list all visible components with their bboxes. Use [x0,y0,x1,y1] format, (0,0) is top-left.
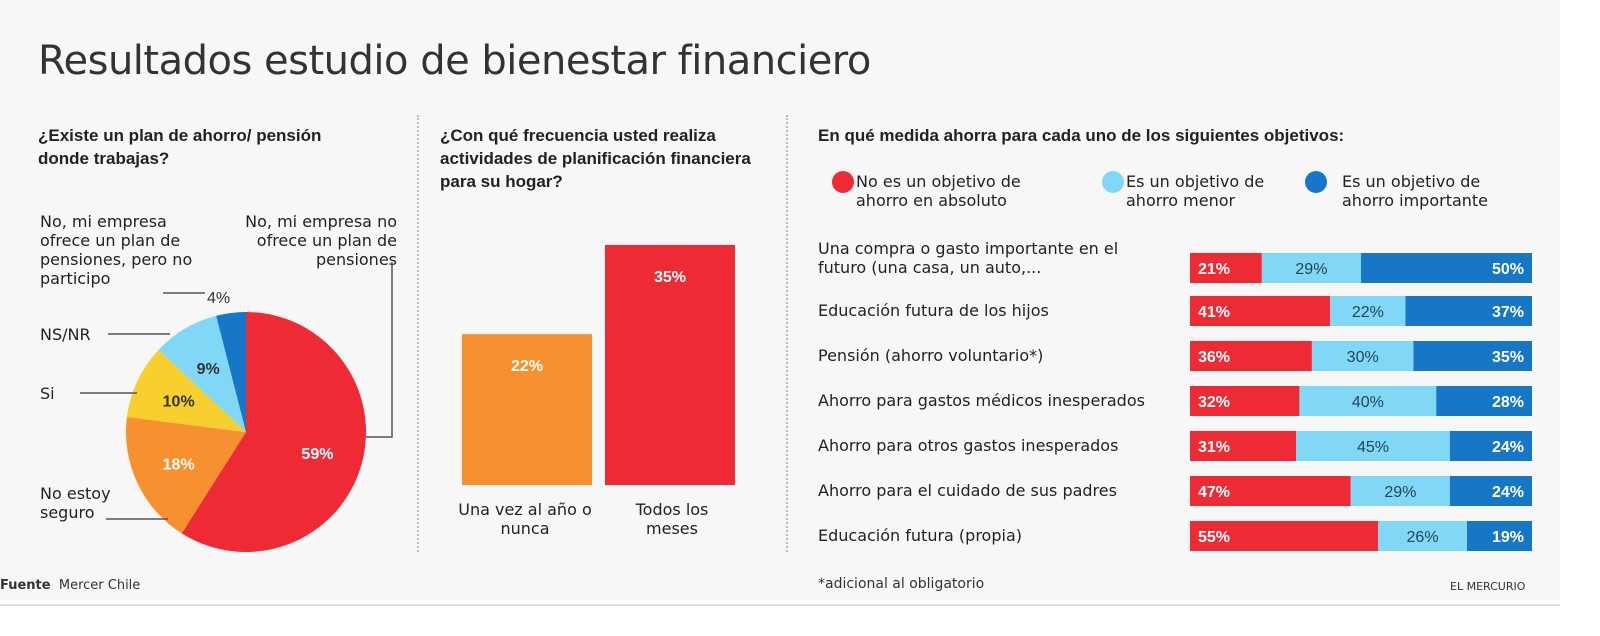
stacked-data-label: 47% [1198,484,1230,501]
stacked-data-label: 40% [1352,394,1384,411]
divider [417,115,419,552]
stacked-segment [1436,386,1532,416]
pie-title: ¿Existe un plan de ahorro/ pensión donde… [38,126,322,168]
stacked-segment [1378,521,1468,551]
pie-slice [126,416,246,534]
bar-category: Una vez al año o nunca [458,500,592,538]
stacked-segment [1449,431,1532,461]
page-title: Resultados estudio de bienestar financie… [38,38,871,84]
row-label: Una compra o gasto importante en el futu… [818,239,1119,277]
stacked-data-label: 36% [1198,349,1230,366]
stacked-data-label: 55% [1198,529,1230,546]
bar-category: Todos los meses [635,500,709,538]
row-label: Ahorro para el cuidado de sus padres [818,481,1117,500]
stacked-data-label: 24% [1492,484,1524,501]
pie-data-label: 59% [301,446,333,463]
stacked-segment [1449,476,1532,506]
row-label: Ahorro para otros gastos inesperados [818,436,1119,455]
legend-item: Es un objetivo de ahorro menor [1126,172,1265,210]
stacked-data-label: 50% [1492,261,1524,278]
stacked-segment [1350,476,1450,506]
pie-label-si: Si [40,384,55,403]
bottom-rule [0,604,1560,606]
stacked-segment [1190,253,1262,283]
pie-data-label: 18% [163,457,195,474]
stacked-segment [1467,521,1532,551]
stacked-data-label: 32% [1198,394,1230,411]
source-label: Fuente [0,578,51,593]
stacked-segment [1190,521,1379,551]
pie-data-label: 10% [163,393,195,410]
stacked-data-label: 37% [1492,304,1524,321]
stacked-data-label: 22% [1352,304,1384,321]
stacked-segment [1330,296,1406,326]
infographic: Resultados estudio de bienestar financie… [0,38,1532,593]
stacked-data-label: 35% [1492,349,1524,366]
legend-dot [1102,171,1124,193]
stacked-segment [1190,341,1312,371]
legend-item: Es un objetivo de ahorro importante [1342,172,1489,210]
pie-slice [216,312,246,432]
row-label: Ahorro para gastos médicos inesperados [818,391,1145,410]
stacked-segment [1311,341,1414,371]
source: Fuente Mercer Chile [0,578,140,593]
pie-data-label: 9% [197,361,220,378]
bar-title: ¿Con qué frecuencia usted realiza activi… [440,126,751,191]
row-label: Pensión (ahorro voluntario*) [818,346,1044,365]
row-label: Educación futura de los hijos [818,301,1049,320]
stacked-data-label: 21% [1198,261,1230,278]
pie-label-no-participo: No, mi empresa ofrece un plan de pension… [40,212,193,288]
pie-slice [126,349,246,432]
stacked-segment [1261,253,1361,283]
stacked-segment [1190,386,1300,416]
stacked-data-label: 31% [1198,439,1230,456]
pie-slice [181,312,367,552]
stacked-data-label: 29% [1384,484,1416,501]
bar-data-label: 35% [654,269,686,286]
pie-label-no-seguro: No estoy seguro [40,484,111,522]
stacked-data-label: 41% [1198,304,1230,321]
bar [462,334,592,485]
stacked-data-label: 24% [1492,439,1524,456]
stacked-data-label: 45% [1357,439,1389,456]
stacked-segment [1190,431,1297,461]
brand: EL MERCURIO [1450,580,1526,593]
stacked-data-label: 26% [1407,529,1439,546]
stacked-segment [1299,386,1437,416]
stacked-segment [1190,476,1351,506]
chart-canvas: 59% 18% 10%9% 4% 22% 35% 21% 29% 50% 41% 22% 37% 36%… [80,171,1532,552]
legend-dot [1305,171,1327,193]
pie-data-label: 4% [207,290,230,307]
legend-item: No es un objetivo de ahorro en absoluto [856,172,1021,210]
row-label: Educación futura (propia) [818,526,1022,545]
stacked-segment [1413,341,1532,371]
stacked-segment [1405,296,1532,326]
stacked-segment [1190,296,1331,326]
pie-label-no-ofrece: No, mi empresa no ofrece un plan de pens… [245,212,397,269]
stacked-data-label: 28% [1492,394,1524,411]
source-name: Mercer Chile [58,578,141,593]
footnote: *adicional al obligatorio [818,576,985,592]
pie-label-nsnr: NS/NR [40,325,91,344]
pie-slice [158,315,246,432]
bar-data-label: 22% [511,358,543,375]
divider [786,115,788,552]
legend-dot [832,171,854,193]
stacked-title: En qué medida ahorra para cada uno de lo… [818,126,1345,145]
stacked-segment [1361,253,1532,283]
stacked-data-label: 19% [1492,529,1524,546]
bar [605,245,735,485]
stacked-segment [1296,431,1450,461]
leader-line [366,262,393,438]
stacked-data-label: 30% [1347,349,1379,366]
stacked-data-label: 29% [1295,261,1327,278]
